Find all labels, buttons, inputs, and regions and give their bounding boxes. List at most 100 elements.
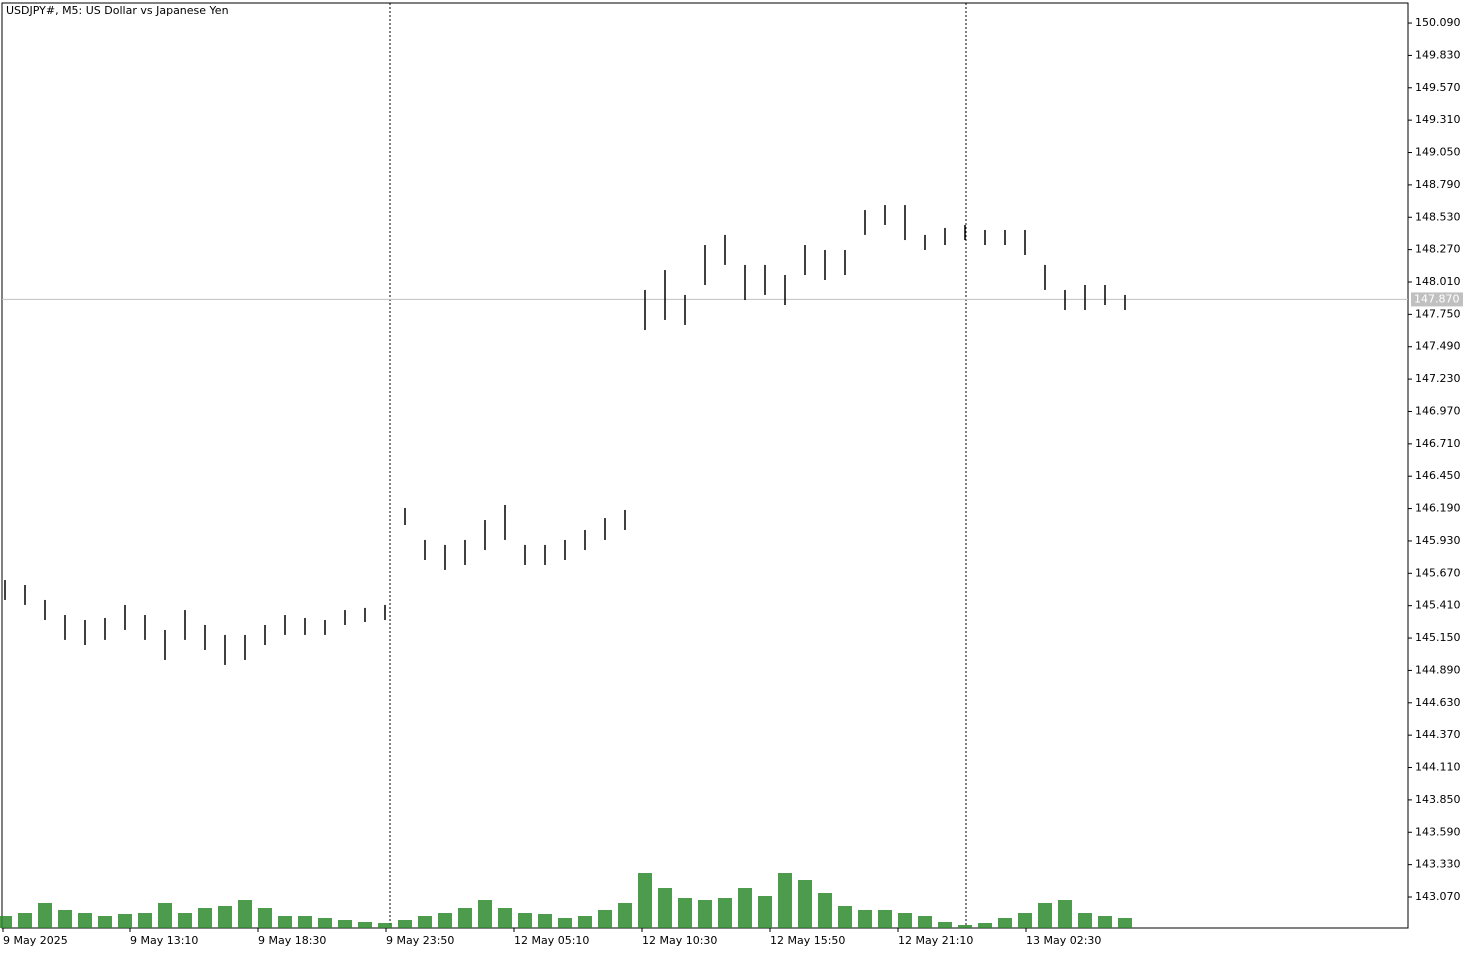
y-tick-label: 148.010 — [1415, 275, 1461, 288]
volume-bar — [858, 910, 872, 928]
volume-bar — [638, 873, 652, 928]
volume-bar — [938, 922, 952, 928]
current-price-label: 147.870 — [1414, 292, 1460, 305]
volume-bar — [798, 880, 812, 928]
x-tick-label: 13 May 02:30 — [1026, 934, 1101, 947]
x-tick-label: 12 May 21:10 — [898, 934, 973, 947]
volume-bar — [238, 900, 252, 928]
volume-bar — [298, 916, 312, 928]
y-tick-label: 143.590 — [1415, 825, 1461, 838]
volume-bar — [338, 920, 352, 928]
volume-bar — [1018, 913, 1032, 928]
y-tick-label: 145.670 — [1415, 566, 1461, 579]
x-tick-label: 9 May 2025 — [3, 934, 68, 947]
volume-bar — [138, 913, 152, 928]
volume-bar — [18, 913, 32, 928]
x-tick-label: 12 May 05:10 — [514, 934, 589, 947]
y-tick-label: 149.570 — [1415, 81, 1461, 94]
volume-bar — [118, 914, 132, 928]
current-price-box — [1411, 292, 1463, 307]
plot-frame — [1, 2, 1409, 929]
y-tick-label: 146.190 — [1415, 502, 1461, 515]
y-tick-label: 149.050 — [1415, 146, 1461, 159]
volume-bar — [918, 916, 932, 928]
x-tick-label: 9 May 23:50 — [386, 934, 454, 947]
volume-bar — [698, 900, 712, 928]
volume-bar — [558, 918, 572, 928]
volume-bar — [178, 913, 192, 928]
volume-bar — [1098, 916, 1112, 928]
y-tick-label: 146.970 — [1415, 404, 1461, 417]
volume-bar — [718, 898, 732, 928]
volume-bar — [598, 910, 612, 928]
volume-bar — [0, 916, 12, 928]
volume-bar — [738, 888, 752, 928]
x-tick-label: 9 May 18:30 — [258, 934, 326, 947]
chart-title: USDJPY#, M5: US Dollar vs Japanese Yen — [6, 4, 229, 17]
volume-bar — [1118, 918, 1132, 928]
volume-bar — [418, 916, 432, 928]
volume-bar — [78, 913, 92, 928]
volume-bar — [378, 923, 392, 928]
volume-bar — [478, 900, 492, 928]
volume-bar — [1038, 903, 1052, 928]
volume-bar — [318, 918, 332, 928]
y-tick-label: 149.830 — [1415, 48, 1461, 61]
y-tick-label: 145.930 — [1415, 534, 1461, 547]
volume-bar — [1078, 913, 1092, 928]
volume-bar — [458, 908, 472, 928]
volume-bar — [978, 923, 992, 928]
volume-bar — [778, 873, 792, 928]
y-tick-label: 145.410 — [1415, 599, 1461, 612]
volume-bar — [278, 916, 292, 928]
volume-bar — [58, 910, 72, 928]
y-tick-label: 149.310 — [1415, 113, 1461, 126]
volume-bar — [618, 903, 632, 928]
volume-bar — [198, 908, 212, 928]
y-tick-label: 148.530 — [1415, 210, 1461, 223]
volume-bar — [758, 896, 772, 928]
volume-bar — [358, 922, 372, 928]
y-tick-label: 147.490 — [1415, 340, 1461, 353]
y-tick-label: 144.370 — [1415, 728, 1461, 741]
volume-bar — [38, 903, 52, 928]
y-tick-label: 144.890 — [1415, 663, 1461, 676]
volume-bar — [658, 888, 672, 928]
volume-bar — [218, 906, 232, 928]
y-tick-label: 143.330 — [1415, 858, 1461, 871]
y-tick-label: 145.150 — [1415, 631, 1461, 644]
y-tick-label: 146.710 — [1415, 437, 1461, 450]
y-tick-label: 146.450 — [1415, 469, 1461, 482]
volume-bar — [998, 918, 1012, 928]
y-tick-label: 147.230 — [1415, 372, 1461, 385]
y-tick-label: 143.850 — [1415, 793, 1461, 806]
x-tick-label: 12 May 10:30 — [642, 934, 717, 947]
y-tick-label: 147.750 — [1415, 307, 1461, 320]
x-tick-label: 12 May 15:50 — [770, 934, 845, 947]
volume-bar — [438, 913, 452, 928]
volume-bar — [958, 925, 972, 928]
x-tick-label: 9 May 13:10 — [130, 934, 198, 947]
y-tick-label: 150.090 — [1415, 16, 1461, 29]
volume-bar — [258, 908, 272, 928]
volume-bar — [818, 893, 832, 928]
volume-bar — [878, 910, 892, 928]
y-tick-label: 148.270 — [1415, 243, 1461, 256]
volume-bar — [1058, 900, 1072, 928]
volume-bar — [898, 913, 912, 928]
volume-bar — [838, 906, 852, 928]
volume-bar — [518, 913, 532, 928]
volume-bar — [498, 908, 512, 928]
volume-bar — [98, 916, 112, 928]
volume-bar — [158, 903, 172, 928]
volume-bar — [398, 920, 412, 928]
volume-bar — [578, 916, 592, 928]
y-tick-label: 144.110 — [1415, 761, 1461, 774]
volume-bar — [678, 898, 692, 928]
y-tick-label: 143.070 — [1415, 890, 1461, 903]
y-tick-label: 144.630 — [1415, 696, 1461, 709]
y-tick-label: 148.790 — [1415, 178, 1461, 191]
volume-bar — [538, 914, 552, 928]
